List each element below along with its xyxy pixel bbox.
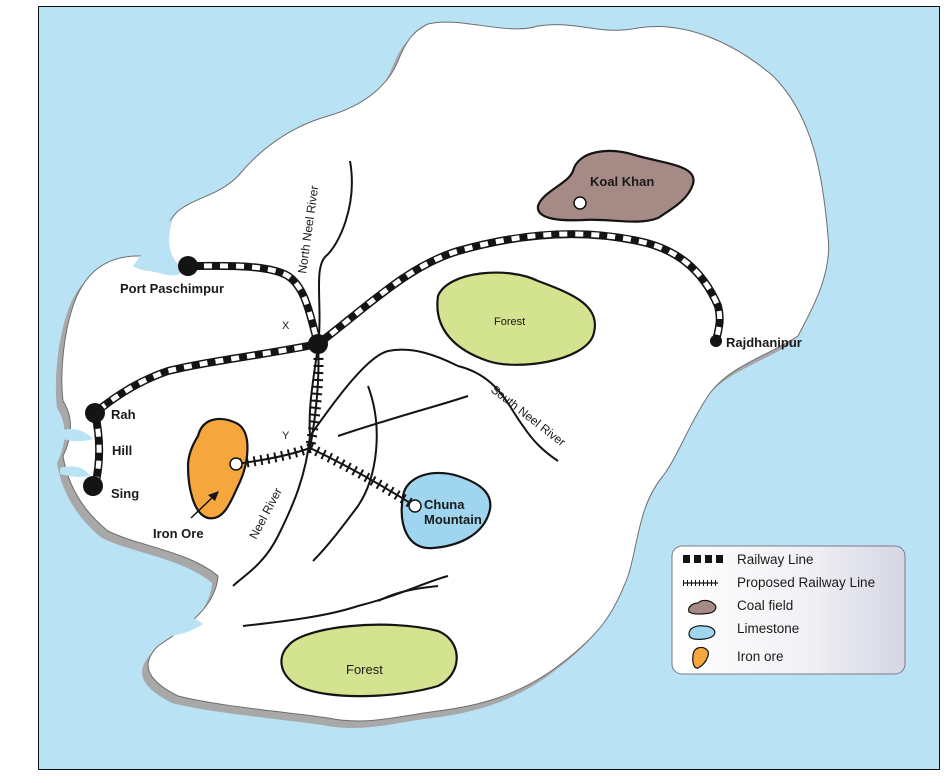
coal-site-marker [573, 196, 587, 210]
river-branch-east [337, 395, 469, 437]
label-forest-north: Forest [494, 316, 525, 328]
label-hill: Hill [112, 443, 132, 458]
river-branch-ne [309, 348, 459, 437]
inlet-rah [60, 428, 93, 442]
label-iron-ore: Iron Ore [153, 526, 204, 541]
river-branch-south [312, 385, 378, 562]
town-port-paschimpur-marker [178, 256, 198, 276]
label-junction-x: X [282, 320, 290, 332]
south-neel-river [457, 365, 559, 462]
map-legend: Railway Line Proposed Railway Line Coal … [671, 545, 906, 675]
proposed-junction-to-y [309, 343, 320, 449]
legend-limestone-swatch [688, 625, 716, 640]
label-port-paschimpur: Port Paschimpur [120, 281, 224, 296]
north-neel-river [308, 160, 353, 437]
legend-iron-label: Iron ore [737, 649, 784, 664]
river-south-tributary [242, 575, 449, 627]
proposed-y-to-limestone [309, 447, 416, 507]
legend-iron-swatch [692, 646, 709, 669]
iron-ore-arrow [190, 491, 219, 519]
river-south-tributary-2 [377, 585, 439, 602]
iron-ore-deposit [186, 417, 249, 520]
legend-railway-label: Railway Line [737, 552, 814, 567]
label-mountain: Mountain [424, 512, 482, 527]
rail-junction-to-rah-dash [93, 341, 319, 415]
neel-river [232, 435, 311, 587]
junction-x-marker [308, 334, 328, 354]
label-junction-y: Y [282, 430, 290, 442]
town-rajdhanipur-marker [710, 335, 722, 347]
resource-map: Port Paschimpur X Y Rah Hill Sing Rajdha… [38, 6, 940, 770]
bay-port [133, 218, 182, 276]
forest-north [436, 271, 596, 366]
label-sing: Sing [111, 486, 139, 501]
legend-railway-swatch [683, 555, 723, 563]
label-rah: Rah [111, 407, 136, 422]
lake-southwest [136, 611, 203, 637]
river-system [232, 160, 559, 627]
legend-proposed-label: Proposed Railway Line [737, 575, 875, 590]
iron-site-marker [229, 457, 243, 471]
legend-coal-label: Coal field [737, 598, 793, 613]
legend-box [671, 545, 906, 675]
limestone-chuna-mountain [400, 471, 492, 550]
label-forest-south: Forest [346, 662, 383, 677]
town-sing-marker [83, 476, 103, 496]
limestone-site-marker [408, 499, 422, 513]
label-rajdhanipur: Rajdhanipur [726, 335, 802, 350]
legend-coal-swatch [688, 599, 717, 615]
inlet-sing [60, 466, 90, 477]
legend-limestone-label: Limestone [737, 621, 799, 636]
label-chuna: Chuna [424, 497, 465, 512]
label-koal-khan: Koal Khan [590, 174, 654, 189]
town-rah-marker [85, 403, 105, 423]
rail-junction-to-rajdhanipur-dash [316, 231, 723, 346]
rail-port-to-junction-dash [187, 263, 321, 345]
forest-south [280, 623, 458, 698]
